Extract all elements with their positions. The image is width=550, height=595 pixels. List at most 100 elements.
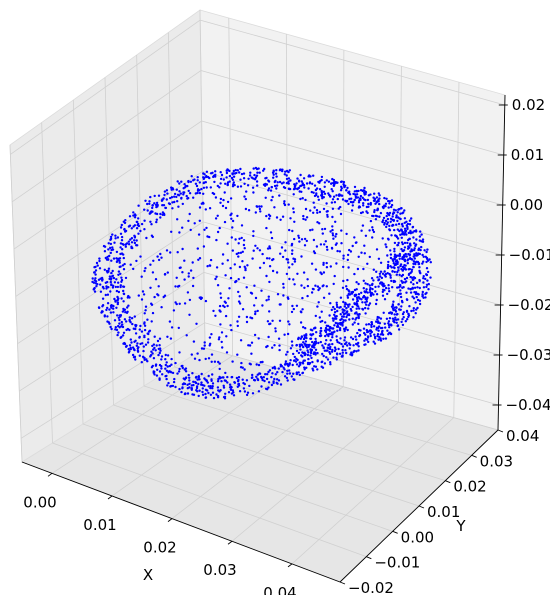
scatter-point: [105, 287, 108, 290]
scatter-point: [211, 391, 215, 394]
scatter-point: [316, 211, 319, 214]
scatter-point: [398, 252, 402, 256]
scatter-point: [204, 392, 207, 396]
scatter-point: [327, 192, 330, 195]
scatter-point: [363, 339, 366, 342]
scatter-point: [368, 284, 371, 287]
scatter-point: [372, 230, 376, 234]
scatter-point: [152, 371, 155, 374]
scatter-point: [287, 170, 290, 174]
scatter-point: [221, 346, 224, 349]
scatter-point: [372, 325, 376, 328]
scatter-point: [371, 228, 375, 232]
scatter-point: [300, 284, 303, 287]
y-grid-line: [52, 442, 367, 558]
scatter-point: [306, 349, 309, 352]
scatter-point: [121, 248, 124, 251]
scatter-point: [152, 357, 156, 360]
scatter-point: [143, 269, 146, 273]
scatter-point: [201, 393, 205, 396]
scatter-point: [140, 361, 143, 364]
scatter-point: [364, 301, 367, 304]
scatter-point: [320, 194, 323, 197]
scatter-point: [157, 285, 160, 288]
scatter-point: [113, 241, 116, 244]
scatter-point: [238, 302, 242, 305]
scatter-point: [279, 218, 282, 221]
scatter-point: [254, 166, 258, 170]
scatter-point: [379, 270, 383, 273]
scatter-point: [402, 316, 405, 319]
scatter-point: [112, 276, 116, 280]
scatter-point: [113, 281, 117, 284]
scatter-point: [253, 284, 256, 287]
scatter-point: [261, 378, 264, 382]
scatter-point: [115, 306, 118, 309]
scatter-point: [215, 238, 218, 242]
scatter-point: [327, 180, 331, 183]
scatter-point: [421, 262, 424, 265]
scatter-point: [143, 228, 146, 231]
scatter-point: [338, 352, 342, 355]
scatter-point: [212, 309, 215, 313]
scatter-point: [176, 193, 180, 196]
scatter-point: [334, 321, 337, 325]
y-grid-line: [204, 347, 499, 431]
scatter-point: [329, 339, 332, 342]
scatter-point: [363, 192, 367, 195]
scatter-point: [194, 182, 198, 185]
scatter-point: [110, 283, 113, 286]
scatter-point: [176, 200, 179, 203]
scatter-point: [414, 262, 417, 266]
scatter-point: [149, 195, 152, 199]
scatter-point: [184, 392, 187, 395]
scatter-point: [131, 353, 135, 357]
scatter-point: [408, 219, 412, 222]
scatter-point: [419, 248, 422, 252]
scatter-point: [383, 221, 386, 225]
scatter-point: [331, 177, 334, 181]
scatter-point: [387, 287, 390, 290]
scatter-point: [176, 218, 179, 221]
scatter-point: [346, 328, 349, 332]
scatter-point: [384, 275, 387, 278]
scatter-point: [401, 281, 404, 284]
scatter-point: [346, 344, 349, 347]
scatter-point: [299, 173, 302, 177]
scatter-point: [316, 305, 319, 308]
scatter-point: [117, 257, 120, 260]
scatter-point: [232, 175, 236, 178]
scatter-point: [345, 285, 348, 288]
scatter-point: [290, 340, 294, 343]
scatter-point: [93, 279, 97, 282]
scatter-point: [254, 244, 257, 247]
scatter-point: [140, 222, 144, 226]
scatter-point: [109, 242, 113, 246]
scatter-point: [106, 280, 109, 284]
scatter-point: [397, 269, 400, 272]
scatter-point: [310, 345, 314, 348]
scatter-point: [306, 294, 309, 298]
scatter-point: [169, 385, 172, 388]
x-tick-label: 0.04: [263, 584, 296, 595]
scatter-point: [136, 350, 140, 353]
scatter-point: [344, 319, 347, 322]
scatter-point: [195, 322, 198, 325]
scatter-point: [279, 383, 283, 386]
scatter-point: [209, 258, 213, 262]
scatter-point: [248, 384, 251, 388]
scatter-point: [207, 374, 210, 378]
scatter-point: [230, 236, 233, 239]
scatter-point: [201, 387, 204, 390]
scatter-point: [407, 231, 410, 235]
scatter-point: [197, 188, 200, 192]
scatter-point: [110, 259, 113, 262]
scatter-point: [351, 323, 354, 326]
scatter-point: [353, 302, 356, 305]
scatter-point: [226, 304, 229, 308]
scatter-point: [353, 293, 356, 297]
scatter-point: [388, 311, 391, 315]
scatter-point: [398, 229, 401, 233]
scatter-point: [202, 245, 206, 248]
scatter-point: [416, 298, 420, 302]
